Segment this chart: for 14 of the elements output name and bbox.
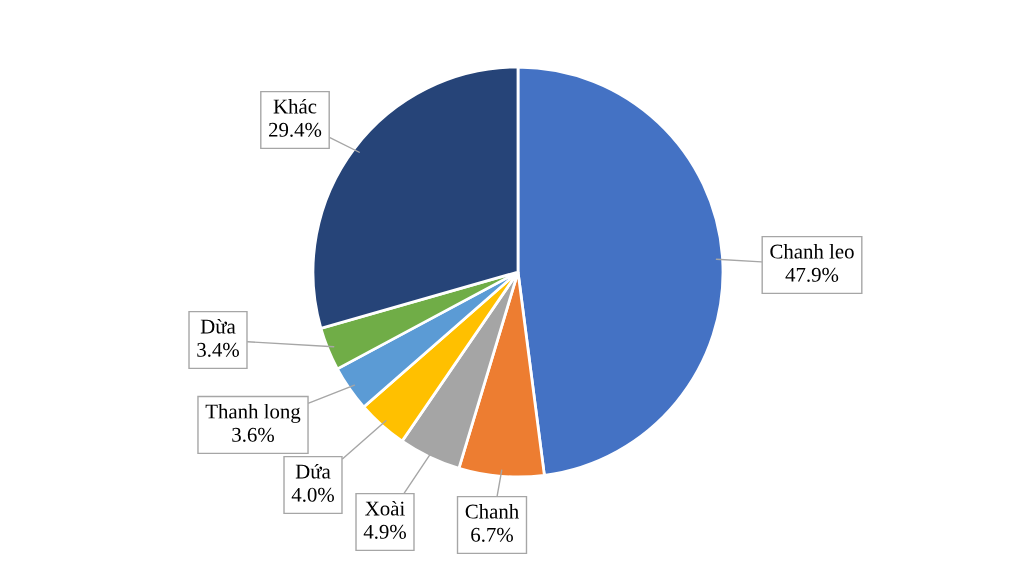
slice-label: Dứa [295, 463, 331, 479]
slice-label: Chanh [465, 503, 519, 519]
data-label: 6.7% [471, 527, 513, 542]
slice-label: Thanh long [205, 403, 301, 423]
data-label: 29.4% [269, 122, 322, 137]
data-label: 3.4% [197, 342, 239, 357]
slice-label: Chanh leo [770, 243, 854, 259]
slice-label: Dừa [200, 318, 236, 334]
data-label: 47.9% [785, 267, 839, 282]
data-label: 4.0% [291, 487, 334, 502]
slice-label: Xoài [365, 500, 405, 516]
data-label: 3.6% [232, 427, 274, 442]
data-label: 4.9% [363, 524, 406, 539]
slice-label: Khác [273, 98, 317, 114]
